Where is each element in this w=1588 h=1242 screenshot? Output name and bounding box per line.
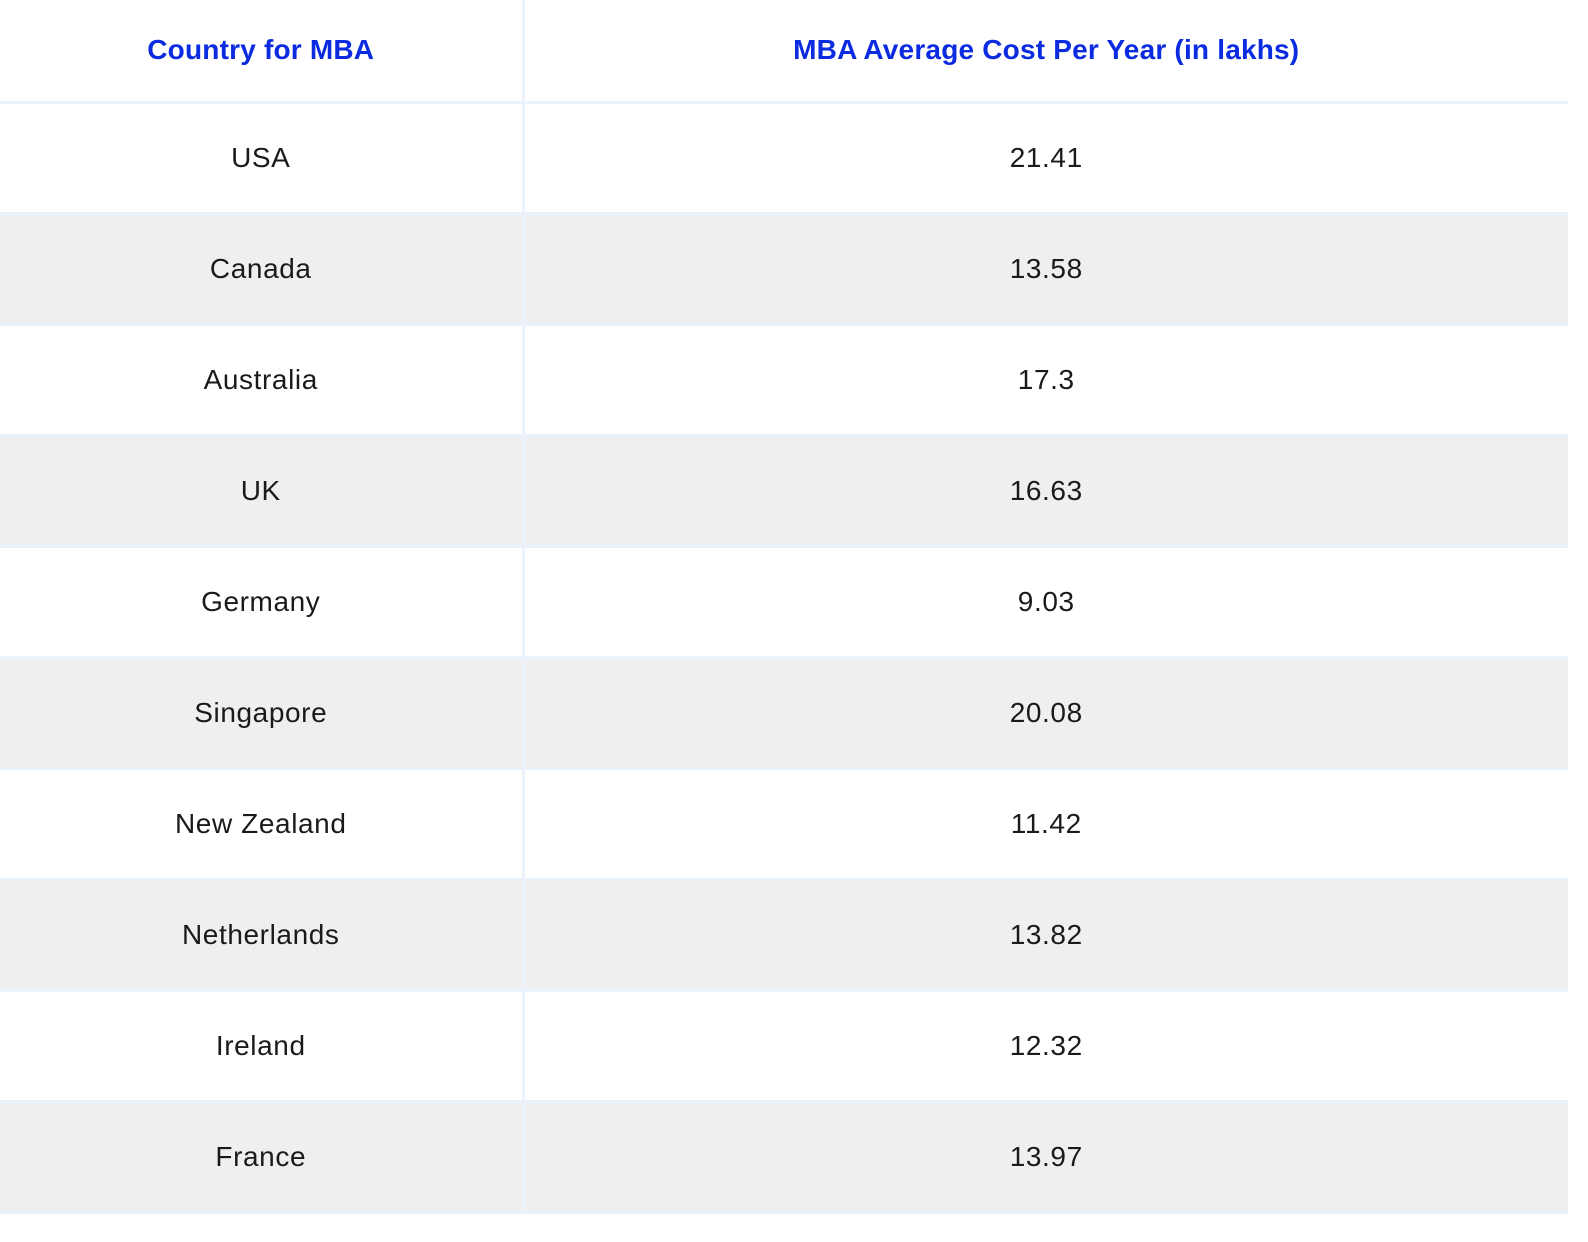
table-row: Ireland 12.32 (0, 990, 1568, 1103)
mba-cost-table: Country for MBA MBA Average Cost Per Yea… (0, 0, 1568, 1214)
cell-country: Singapore (0, 657, 525, 770)
header-cost: MBA Average Cost Per Year (in lakhs) (523, 0, 1568, 104)
cell-country: Germany (0, 546, 525, 659)
table-row: Singapore 20.08 (0, 657, 1568, 770)
table-header-row: Country for MBA MBA Average Cost Per Yea… (0, 0, 1568, 104)
cell-cost: 20.08 (523, 657, 1568, 770)
table-row: USA 21.41 (0, 102, 1568, 215)
table-row: Netherlands 13.82 (0, 879, 1568, 992)
cell-cost: 17.3 (523, 324, 1568, 437)
cell-cost: 11.42 (523, 768, 1568, 881)
cell-country: France (0, 1101, 525, 1214)
table-row: UK 16.63 (0, 435, 1568, 548)
cell-country: Australia (0, 324, 525, 437)
cell-country: Netherlands (0, 879, 525, 992)
cell-country: USA (0, 102, 525, 215)
header-country: Country for MBA (0, 0, 525, 104)
cell-cost: 13.97 (523, 1101, 1568, 1214)
table-row: France 13.97 (0, 1101, 1568, 1214)
cell-country: Canada (0, 213, 525, 326)
cell-cost: 13.82 (523, 879, 1568, 992)
cell-country: Ireland (0, 990, 525, 1103)
cell-country: New Zealand (0, 768, 525, 881)
table-row: Canada 13.58 (0, 213, 1568, 326)
table-row: Australia 17.3 (0, 324, 1568, 437)
cell-cost: 9.03 (523, 546, 1568, 659)
cell-cost: 13.58 (523, 213, 1568, 326)
cell-cost: 12.32 (523, 990, 1568, 1103)
table-row: New Zealand 11.42 (0, 768, 1568, 881)
cell-cost: 21.41 (523, 102, 1568, 215)
cell-cost: 16.63 (523, 435, 1568, 548)
table-row: Germany 9.03 (0, 546, 1568, 659)
cell-country: UK (0, 435, 525, 548)
